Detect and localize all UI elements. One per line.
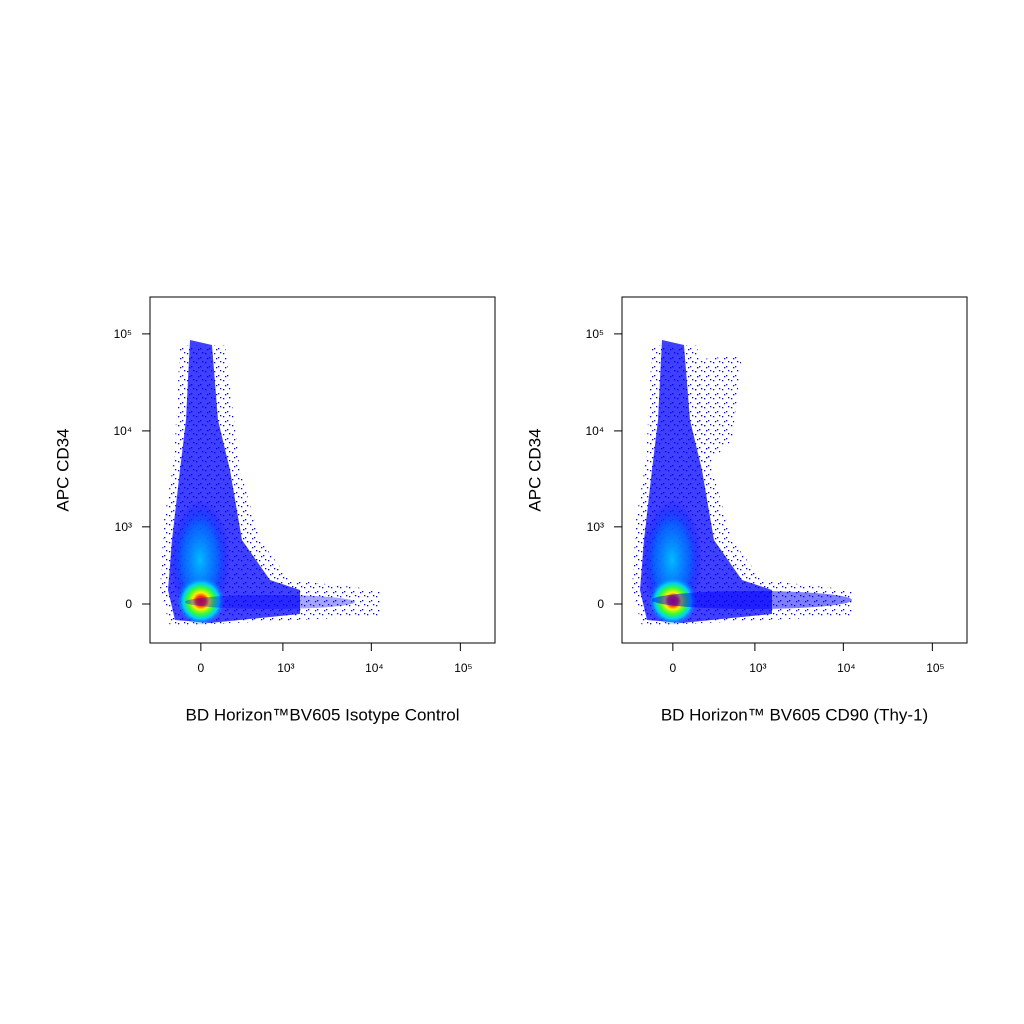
x-axis-title: BD Horizon™BV605 Isotype Control xyxy=(185,705,459,724)
y-tick-label: 10⁴ xyxy=(585,424,604,438)
x-axis-title: BD Horizon™ BV605 CD90 (Thy-1) xyxy=(661,705,928,724)
x-tick-label: 10⁵ xyxy=(926,661,944,675)
x-tick-label: 0 xyxy=(197,661,204,675)
x-tick-label: 10³ xyxy=(277,661,294,675)
y-tick-label: 0 xyxy=(597,597,604,611)
y-tick-label: 10⁵ xyxy=(114,327,132,341)
x-tick-label: 10⁴ xyxy=(837,661,856,675)
density-cloud xyxy=(632,340,852,626)
y-tick-label: 0 xyxy=(125,597,132,611)
density-cloud xyxy=(160,340,380,626)
y-tick-label: 10³ xyxy=(587,520,604,534)
plot-frame xyxy=(621,296,968,644)
y-tick-label: 10⁵ xyxy=(586,327,604,341)
plot-frame xyxy=(149,296,496,644)
x-tick-label: 10³ xyxy=(749,661,766,675)
y-axis-title: APC CD34 xyxy=(525,428,544,511)
y-tick-label: 10⁴ xyxy=(113,424,132,438)
x-tick-label: 10⁴ xyxy=(365,661,384,675)
y-tick-label: 10³ xyxy=(115,520,132,534)
y-axis-title: APC CD34 xyxy=(53,428,72,511)
x-tick-label: 0 xyxy=(669,661,676,675)
x-tick-label: 10⁵ xyxy=(454,661,472,675)
